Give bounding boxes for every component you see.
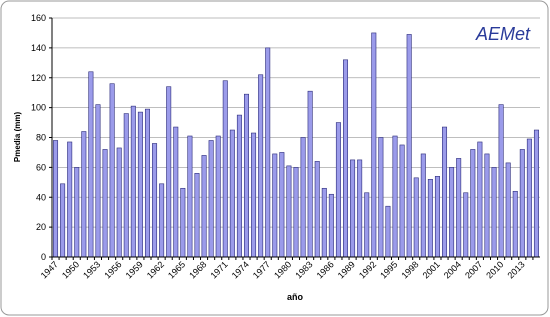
bar xyxy=(350,159,356,258)
bar xyxy=(399,144,405,258)
y-tick-label: 40 xyxy=(36,192,46,202)
bar xyxy=(420,153,426,258)
bar xyxy=(102,149,108,258)
bar xyxy=(81,131,87,258)
bar xyxy=(357,159,363,258)
bar xyxy=(434,176,440,258)
y-axis-label: Pmedia (mm) xyxy=(13,112,22,163)
bar xyxy=(201,155,207,258)
bar xyxy=(222,80,228,258)
y-tick-label: 0 xyxy=(41,252,46,262)
bar xyxy=(130,105,136,258)
bar xyxy=(392,135,398,258)
bar xyxy=(533,129,539,258)
bar xyxy=(314,161,320,258)
bar xyxy=(258,74,264,258)
bar xyxy=(180,187,186,258)
y-tick-label: 100 xyxy=(31,103,46,113)
bar xyxy=(512,190,518,258)
x-axis-label: año xyxy=(287,292,304,302)
bar xyxy=(470,149,476,258)
y-tick-label: 120 xyxy=(31,73,46,83)
bar xyxy=(406,34,412,258)
bar xyxy=(279,152,285,258)
bar xyxy=(364,192,370,258)
bar xyxy=(286,165,292,258)
bar xyxy=(371,32,377,258)
bar xyxy=(491,167,497,258)
bar xyxy=(194,173,200,258)
bar xyxy=(166,86,172,258)
bar xyxy=(321,187,327,258)
bar xyxy=(236,114,242,258)
bar xyxy=(484,153,490,258)
bar xyxy=(53,140,59,258)
bar xyxy=(152,143,158,258)
y-tick-label: 160 xyxy=(31,13,46,23)
bar xyxy=(526,138,532,258)
bar xyxy=(300,137,306,258)
bar xyxy=(159,183,165,258)
bar xyxy=(88,71,94,258)
bar xyxy=(137,111,143,258)
bar xyxy=(229,129,235,258)
bar xyxy=(505,162,511,258)
y-tick-label: 140 xyxy=(31,43,46,53)
bar xyxy=(456,158,462,258)
bar xyxy=(60,183,66,258)
bar xyxy=(463,192,469,258)
bar xyxy=(385,205,391,258)
bar xyxy=(109,83,115,258)
bar xyxy=(293,167,299,258)
bar xyxy=(449,167,455,258)
bar xyxy=(243,93,249,258)
bar xyxy=(173,126,179,258)
bar xyxy=(187,135,193,258)
bar xyxy=(215,135,221,258)
bar xyxy=(95,104,101,258)
logo: AEMet xyxy=(475,24,531,44)
bar xyxy=(413,177,419,258)
bar xyxy=(144,108,150,258)
bar xyxy=(378,137,384,258)
bar xyxy=(307,90,313,258)
bar xyxy=(265,47,271,258)
bar xyxy=(343,59,349,258)
bar xyxy=(427,179,433,258)
bar xyxy=(498,104,504,258)
bar xyxy=(67,141,73,258)
bar xyxy=(335,122,341,258)
y-tick-label: 60 xyxy=(36,162,46,172)
bar xyxy=(74,167,80,258)
bar xyxy=(251,132,257,258)
y-tick-label: 20 xyxy=(36,222,46,232)
bar xyxy=(116,147,122,258)
bar xyxy=(328,193,334,258)
bar xyxy=(477,141,483,258)
bar xyxy=(442,126,448,258)
bar xyxy=(123,113,129,258)
bar xyxy=(272,153,278,258)
bar xyxy=(208,140,214,258)
bar xyxy=(519,149,525,258)
y-tick-label: 80 xyxy=(36,133,46,143)
